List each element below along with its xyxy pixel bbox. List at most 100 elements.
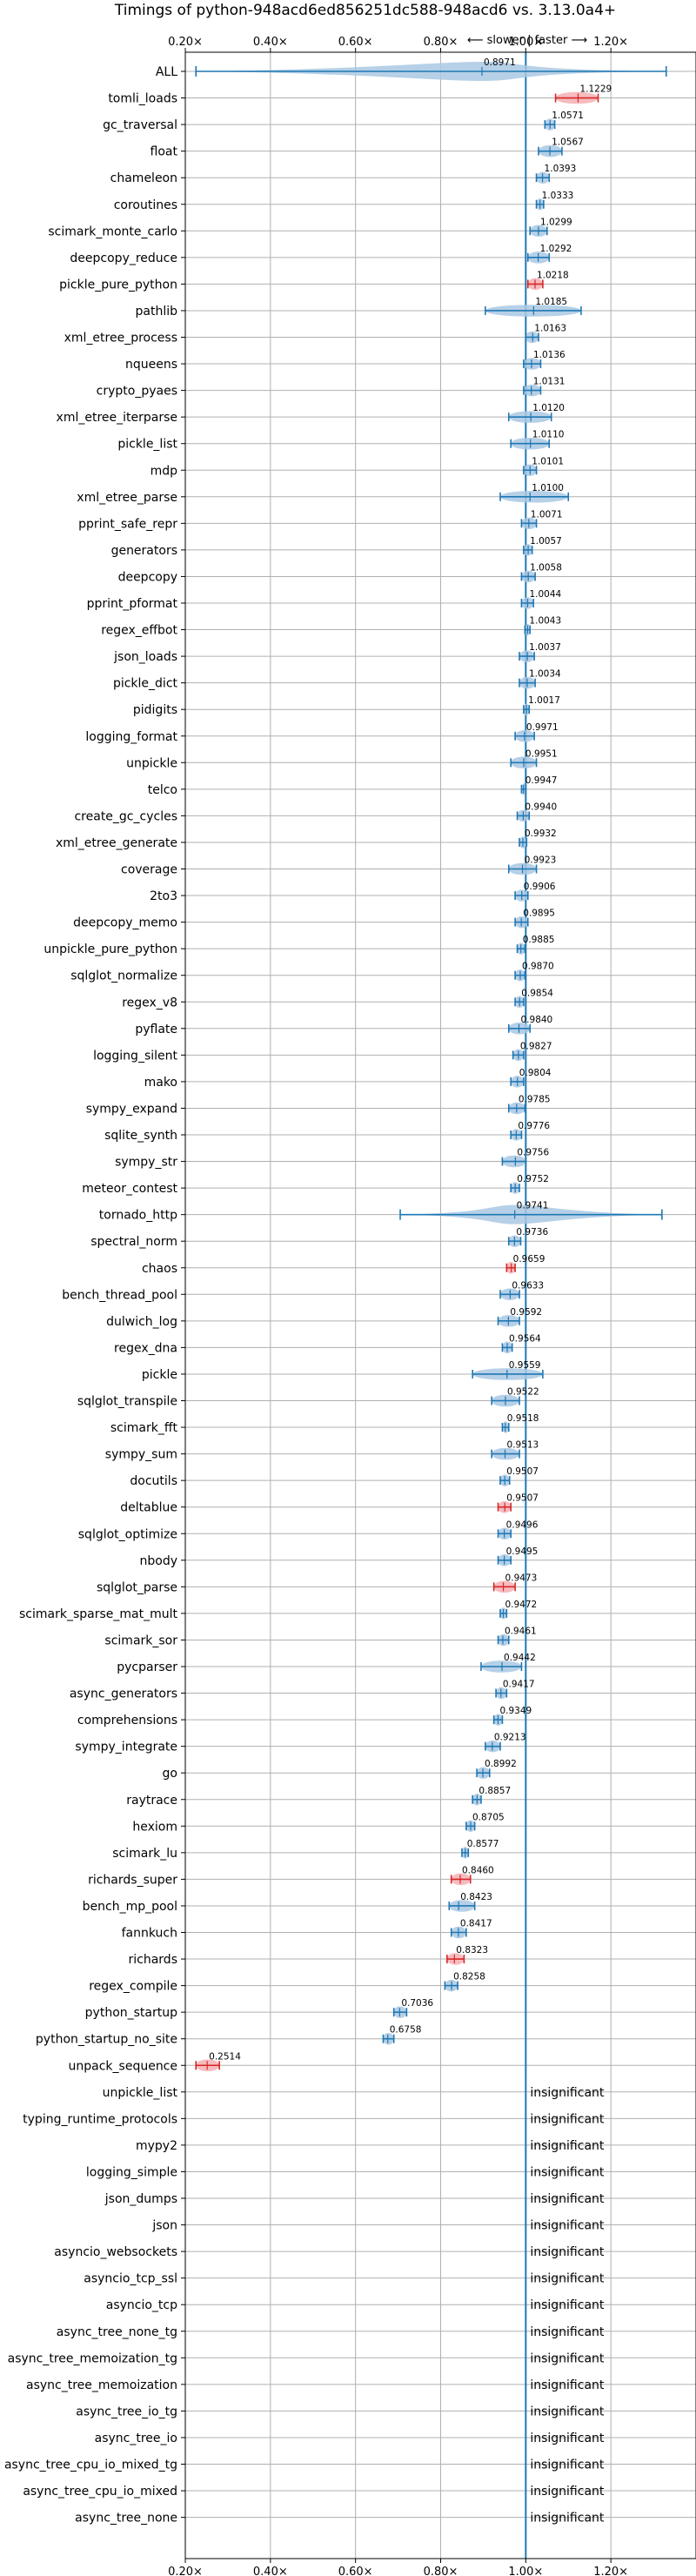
value-label: 1.0044 bbox=[529, 589, 561, 600]
category-label: scimark_monte_carlo bbox=[48, 225, 177, 238]
value-label: 1.0567 bbox=[552, 138, 584, 148]
value-label: 0.8258 bbox=[453, 1972, 485, 1982]
category-label: sqlglot_transpile bbox=[77, 1395, 177, 1409]
value-label: 0.9923 bbox=[525, 855, 557, 866]
insignificant-label: insignificant bbox=[530, 2272, 605, 2286]
category-label: pickle bbox=[142, 1368, 177, 1382]
category-label: async_tree_memoization bbox=[26, 2378, 177, 2392]
value-label: 1.0292 bbox=[540, 244, 572, 254]
value-label: 0.9213 bbox=[494, 1733, 526, 1743]
x-tick-label-top: 0.80× bbox=[424, 36, 458, 49]
insignificant-label: insignificant bbox=[530, 2112, 605, 2126]
category-label: pprint_pformat bbox=[87, 597, 178, 611]
insignificant-label: insignificant bbox=[530, 2432, 605, 2445]
category-label: pathlib bbox=[136, 305, 178, 319]
category-label: chaos bbox=[142, 1262, 177, 1276]
category-label: asyncio_tcp bbox=[106, 2298, 177, 2312]
category-label: richards bbox=[129, 1953, 178, 1967]
category-label: regex_v8 bbox=[122, 996, 177, 1010]
insignificant-label: insignificant bbox=[530, 2219, 605, 2233]
value-label: 0.9564 bbox=[509, 1333, 541, 1344]
value-label: 1.0100 bbox=[532, 483, 564, 493]
x-tick-label-top: 1.20× bbox=[593, 36, 628, 49]
category-label: gc_traversal bbox=[103, 118, 177, 132]
value-label: 0.8460 bbox=[462, 1865, 494, 1875]
value-label: 0.9507 bbox=[506, 1466, 539, 1477]
category-label: pickle_pure_python bbox=[59, 278, 177, 292]
value-label: 1.0393 bbox=[545, 164, 577, 174]
chart-title: Timings of python-948acd6ed856251dc588-9… bbox=[114, 2, 616, 19]
value-label: 0.9932 bbox=[525, 828, 557, 839]
category-label: pprint_safe_repr bbox=[78, 517, 177, 531]
insignificant-label: insignificant bbox=[530, 2512, 605, 2526]
value-label: 1.0034 bbox=[529, 669, 561, 680]
category-label: deltablue bbox=[120, 1501, 177, 1515]
value-label: 1.0057 bbox=[530, 536, 562, 547]
category-label: python_startup_no_site bbox=[36, 2033, 177, 2047]
category-label: docutils bbox=[130, 1474, 177, 1488]
value-label: 0.9496 bbox=[506, 1519, 539, 1530]
category-label: json bbox=[151, 2219, 177, 2233]
value-label: 1.0136 bbox=[533, 350, 566, 360]
value-label: 0.9507 bbox=[506, 1493, 539, 1504]
value-label: 0.9870 bbox=[522, 962, 554, 972]
category-label: bench_mp_pool bbox=[83, 1900, 177, 1914]
value-label: 0.9885 bbox=[523, 935, 555, 945]
category-label: mypy2 bbox=[136, 2139, 177, 2153]
value-label: 1.0071 bbox=[531, 509, 563, 520]
insignificant-label: insignificant bbox=[530, 2245, 605, 2259]
value-label: 0.9752 bbox=[517, 1174, 549, 1184]
category-label: tomli_loads bbox=[108, 92, 177, 106]
value-label: 0.8323 bbox=[456, 1945, 488, 1955]
value-label: 0.9951 bbox=[525, 748, 558, 759]
insignificant-label: insignificant bbox=[530, 2378, 605, 2392]
insignificant-label: insignificant bbox=[530, 2405, 605, 2418]
category-label: chameleon bbox=[110, 171, 177, 185]
x-tick-label-bottom: 0.20× bbox=[168, 2566, 203, 2576]
category-label: pyflate bbox=[135, 1023, 177, 1036]
value-label: 0.8705 bbox=[472, 1812, 505, 1822]
category-label: python_startup bbox=[85, 2006, 177, 2020]
category-label: fannkuch bbox=[122, 1927, 177, 1941]
value-label: 0.9756 bbox=[517, 1148, 549, 1158]
category-label: typing_runtime_protocols bbox=[23, 2112, 177, 2126]
value-label: 0.8857 bbox=[478, 1786, 511, 1796]
category-label: bench_thread_pool bbox=[62, 1288, 177, 1302]
value-label: 1.0043 bbox=[529, 616, 561, 627]
category-label: asyncio_websockets bbox=[54, 2245, 177, 2259]
value-label: 0.9633 bbox=[512, 1280, 544, 1291]
category-label: xml_etree_generate bbox=[56, 836, 177, 850]
x-tick-label-top: 0.60× bbox=[338, 36, 373, 49]
value-label: 0.9522 bbox=[507, 1387, 539, 1398]
category-label: logging_silent bbox=[93, 1049, 177, 1063]
value-label: 0.2514 bbox=[209, 2051, 241, 2062]
insignificant-label: insignificant bbox=[530, 2351, 605, 2365]
category-label: telco bbox=[148, 783, 177, 797]
category-label: nbody bbox=[140, 1554, 178, 1568]
marks-layer: 0.8971 1.1229 1.0571 1.0567 1.0393 1.0333 1.02… bbox=[195, 52, 667, 2559]
chart-subtitle: ⟵ slower | faster ⟶ bbox=[467, 34, 587, 47]
category-label: tornado_http bbox=[99, 1209, 177, 1223]
value-label: 1.0299 bbox=[540, 217, 572, 227]
value-label: 0.9518 bbox=[507, 1413, 539, 1424]
x-tick-label-top: 0.40× bbox=[253, 36, 288, 49]
value-label: 0.9349 bbox=[499, 1706, 532, 1716]
value-label: 0.9592 bbox=[510, 1307, 542, 1318]
category-label: create_gc_cycles bbox=[74, 809, 177, 823]
value-label: 0.9513 bbox=[507, 1440, 539, 1451]
category-label: meteor_contest bbox=[82, 1182, 177, 1196]
value-label: 0.9971 bbox=[526, 722, 559, 733]
value-label: 0.8423 bbox=[460, 1892, 492, 1902]
category-label: mdp bbox=[151, 464, 178, 478]
category-label: deepcopy_reduce bbox=[70, 252, 177, 265]
category-label: async_tree_none bbox=[75, 2512, 177, 2526]
category-label: xml_etree_parse bbox=[77, 491, 177, 505]
value-label: 0.9785 bbox=[519, 1094, 551, 1104]
value-label: 1.1229 bbox=[579, 84, 612, 95]
x-tick-label-top: 0.20× bbox=[168, 36, 203, 49]
category-label: generators bbox=[111, 544, 177, 558]
insignificant-label: insignificant bbox=[530, 2139, 605, 2153]
category-label: scimark_sor bbox=[104, 1633, 177, 1647]
value-label: 0.9854 bbox=[521, 988, 553, 998]
category-label: ALL bbox=[156, 65, 177, 79]
